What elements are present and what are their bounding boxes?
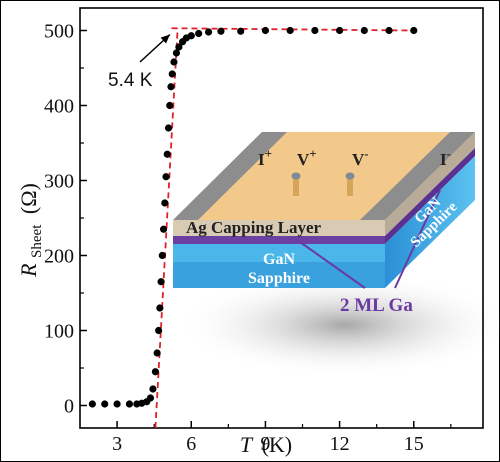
probe-pin bbox=[293, 176, 299, 196]
data-point bbox=[157, 278, 165, 286]
gray-frame-right bbox=[360, 132, 475, 220]
data-point bbox=[161, 199, 169, 207]
probe-head bbox=[345, 172, 355, 180]
side-face-ga bbox=[385, 148, 475, 244]
data-point bbox=[175, 43, 183, 51]
schematic-shadow bbox=[175, 273, 500, 377]
annotation-arrowhead bbox=[160, 34, 170, 44]
data-point bbox=[113, 400, 121, 408]
data-point bbox=[195, 29, 203, 38]
data-point bbox=[204, 28, 213, 36]
contact-sign: - bbox=[364, 146, 368, 161]
x-tick-label: 12 bbox=[330, 433, 350, 455]
data-point bbox=[261, 26, 270, 35]
y-axis-subscript: Sheet bbox=[29, 224, 45, 258]
contact-sign: + bbox=[309, 146, 316, 161]
y-tick-label: 500 bbox=[44, 21, 74, 43]
y-tick-label: 100 bbox=[44, 321, 74, 343]
ag-capping-label: Ag Capping Layer bbox=[186, 218, 322, 237]
interlayer-label: 2 ML Ga bbox=[340, 295, 413, 316]
gray-frame-left bbox=[173, 132, 287, 220]
y-axis-unit: (Ω) bbox=[16, 183, 41, 214]
data-point bbox=[172, 49, 181, 57]
data-point bbox=[286, 26, 294, 35]
x-tick-label: 3 bbox=[112, 433, 122, 455]
contacts: I+ V+ V- I- bbox=[258, 146, 451, 196]
data-point bbox=[167, 83, 175, 91]
sapphire-front bbox=[173, 262, 385, 288]
data-point bbox=[159, 225, 168, 233]
data-point bbox=[149, 385, 157, 393]
data-point bbox=[336, 26, 344, 35]
y-axis-title: R Sheet (Ω) bbox=[16, 183, 46, 278]
data-point bbox=[162, 173, 170, 181]
contact-letter: I bbox=[258, 150, 265, 169]
data-point bbox=[163, 150, 171, 158]
x-axis: 3 6 9 12 15 bbox=[112, 421, 452, 455]
data-point bbox=[166, 101, 174, 110]
ga-pointer-line-2 bbox=[394, 189, 441, 289]
contact-label: I+ bbox=[258, 146, 272, 169]
annotation-label: 5.4 K bbox=[108, 70, 153, 91]
data-point bbox=[158, 251, 166, 260]
side-face-ag bbox=[385, 132, 475, 236]
contact-letter: I bbox=[440, 150, 447, 169]
y-tick-label: 400 bbox=[44, 96, 74, 118]
y-axis: 0 100 200 300 400 500 bbox=[44, 21, 87, 418]
x-tick-label: 15 bbox=[404, 433, 424, 455]
ga-pointer-line-1 bbox=[299, 241, 366, 289]
data-point bbox=[156, 304, 164, 312]
data-point bbox=[311, 26, 319, 35]
data-point bbox=[385, 26, 393, 35]
probe-head bbox=[291, 172, 301, 180]
y-axis-symbol: R bbox=[16, 263, 41, 278]
y-tick-label: 0 bbox=[64, 396, 74, 418]
data-point bbox=[151, 368, 160, 376]
side-face-substrate bbox=[385, 156, 475, 288]
data-point bbox=[101, 400, 109, 408]
data-point bbox=[146, 394, 155, 402]
data-point bbox=[88, 400, 96, 408]
data-point bbox=[155, 326, 163, 335]
front-sapphire-label: Sapphire bbox=[248, 270, 310, 287]
contact-letter: V bbox=[352, 150, 365, 169]
device-schematic: I+ V+ V- I- Ag Capping Layer GaN Sapphire G… bbox=[173, 132, 500, 377]
data-points bbox=[88, 26, 418, 408]
data-point bbox=[360, 26, 368, 35]
contact-sign: + bbox=[265, 146, 272, 161]
data-point bbox=[153, 349, 161, 357]
x-axis-symbol: T bbox=[240, 432, 254, 457]
contact-label: V- bbox=[352, 146, 369, 169]
contact-letter: V bbox=[297, 150, 310, 169]
data-point bbox=[170, 58, 178, 66]
contact-label: I- bbox=[440, 146, 451, 169]
probe-pin bbox=[347, 176, 353, 196]
contact-sign: - bbox=[447, 146, 451, 161]
data-point bbox=[187, 32, 195, 40]
contact-label: V+ bbox=[297, 146, 317, 169]
data-point bbox=[164, 124, 173, 132]
y-tick-label: 200 bbox=[44, 246, 74, 268]
data-point bbox=[410, 26, 418, 35]
data-point bbox=[217, 27, 225, 35]
data-point bbox=[125, 400, 134, 408]
ag-capping-front bbox=[173, 220, 385, 236]
data-point bbox=[237, 27, 245, 35]
x-axis-unit: (K) bbox=[262, 432, 293, 457]
front-gan-label: GaN bbox=[263, 251, 295, 268]
ga-interlayer-front bbox=[173, 236, 385, 244]
x-tick-label: 9 bbox=[260, 433, 270, 455]
y-tick-label: 300 bbox=[44, 171, 74, 193]
data-point bbox=[168, 70, 176, 78]
x-axis-title: T (K) bbox=[240, 432, 292, 457]
x-tick-label: 6 bbox=[186, 433, 196, 455]
